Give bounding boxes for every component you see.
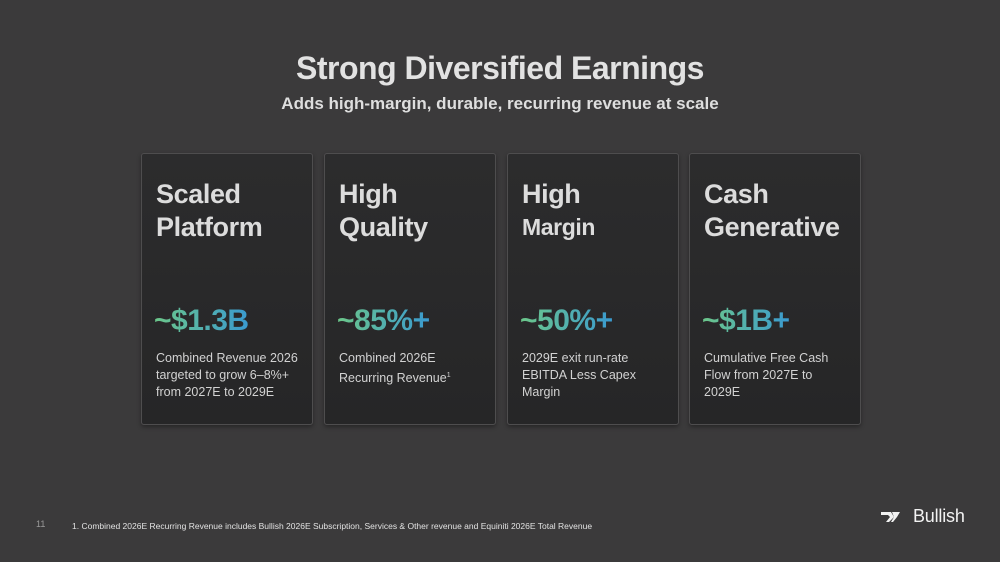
card-heading-line2: Platform	[156, 212, 263, 242]
card-high-quality: High Quality ~85%+ Combined 2026E Recurr…	[324, 153, 496, 425]
card-heading-line1: Scaled	[156, 179, 241, 209]
card-value: ~$1B+	[702, 304, 790, 337]
card-value: ~50%+	[520, 304, 613, 337]
card-heading-line2: Margin	[522, 214, 595, 240]
bull-horns-icon	[881, 511, 900, 522]
page-number: 11	[36, 519, 46, 529]
bullish-logo: Bullish	[880, 506, 965, 527]
card-heading-line1: Cash	[704, 179, 769, 209]
card-heading: High Margin	[522, 178, 672, 244]
card-value: ~$1.3B	[154, 304, 249, 337]
card-high-margin: High Margin ~50%+ 2029E exit run-rate EB…	[507, 153, 679, 425]
card-description: Combined 2026E Recurring Revenue1	[339, 350, 485, 387]
card-heading-line1: High	[522, 179, 581, 209]
card-description: 2029E exit run-rate EBITDA Less Capex Ma…	[522, 351, 636, 399]
card-value: ~85%+	[337, 304, 430, 337]
card-cash-generative: Cash Generative ~$1B+ Cumulative Free Ca…	[689, 153, 861, 425]
card-heading: Scaled Platform	[156, 178, 306, 244]
card-description-text: Combined 2026E Recurring Revenue	[339, 351, 447, 386]
card-heading-line1: High	[339, 179, 398, 209]
card-heading: High Quality	[339, 178, 489, 244]
logo-text: Bullish	[913, 506, 965, 526]
slide-subtitle: Adds high-margin, durable, recurring rev…	[281, 94, 719, 113]
card-heading-line2: Quality	[339, 212, 428, 242]
card-scaled-platform: Scaled Platform ~$1.3B Combined Revenue …	[141, 153, 313, 425]
card-heading: Cash Generative	[704, 178, 854, 244]
slide-title: Strong Diversified Earnings	[296, 50, 704, 86]
card-heading-line2: Generative	[704, 212, 840, 242]
card-description: Combined Revenue 2026 targeted to grow 6…	[156, 351, 298, 399]
card-description: Cumulative Free Cash Flow from 2027E to …	[704, 351, 829, 399]
footnote-marker: 1	[446, 372, 451, 379]
footnote: 1. Combined 2026E Recurring Revenue incl…	[72, 521, 593, 531]
